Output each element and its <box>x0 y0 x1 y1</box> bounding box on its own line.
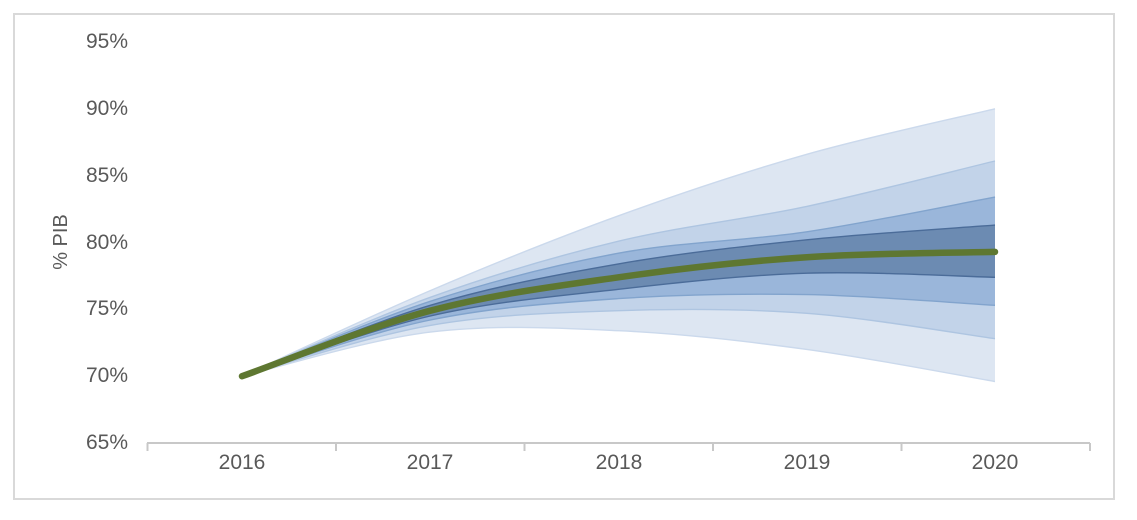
confidence-band-mid-upper-edge <box>241 196 996 377</box>
x-axis-tick-label: 2018 <box>595 451 643 474</box>
y-axis-tick-label: 90% <box>85 97 128 120</box>
y-axis-tick-label: 85% <box>85 164 128 187</box>
x-axis-tick-label: 2019 <box>783 451 831 474</box>
confidence-band-wide-upper-edge <box>241 160 996 377</box>
confidence-band-inner-area <box>242 225 995 377</box>
y-axis-tick-label: 95% <box>85 30 128 53</box>
confidence-band-mid-lower-edge <box>241 293 996 377</box>
x-axis-tick-label: 2017 <box>406 451 454 474</box>
y-axis-tick-label: 70% <box>85 364 128 387</box>
median-line <box>238 248 999 380</box>
x-axis-tick-label: 2016 <box>218 451 266 474</box>
confidence-band-wide-lower-edge <box>241 308 996 377</box>
confidence-band-outer-upper-edge <box>241 108 996 377</box>
confidence-band-outer-lower-edge <box>241 326 996 383</box>
y-axis-tick-label: 75% <box>85 297 128 320</box>
x-axis-tick-label: 2020 <box>971 451 1019 474</box>
y-axis-tick-label: 80% <box>85 231 128 254</box>
y-axis-tick-label: 65% <box>85 431 128 454</box>
